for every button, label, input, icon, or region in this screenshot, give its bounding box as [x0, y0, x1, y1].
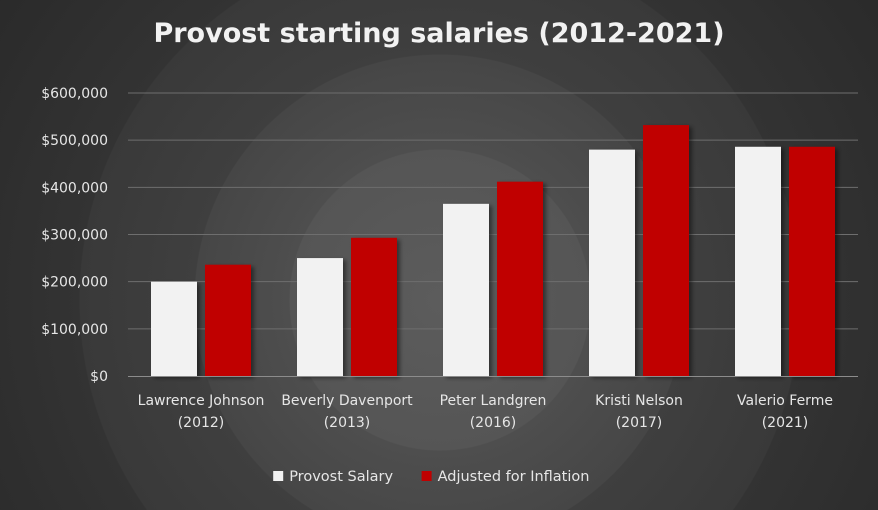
bar-provost-salary	[443, 203, 489, 376]
bar-adjusted-for-inflation	[351, 237, 397, 376]
legend-swatch	[421, 471, 432, 481]
bar-provost-salary	[589, 149, 635, 376]
bar-adjusted-for-inflation	[497, 181, 543, 376]
bar-provost-salary	[735, 146, 781, 376]
bars	[151, 125, 835, 376]
y-tick-label: $100,000	[41, 322, 108, 338]
category-label: Valerio Ferme (2021)	[737, 393, 833, 431]
y-tick-label: $200,000	[41, 275, 108, 291]
category-label: Beverly Davenport (2013)	[281, 393, 413, 431]
y-tick-label: $0	[90, 369, 108, 385]
legend-label: Adjusted for Inflation	[438, 469, 590, 485]
y-tick-label: $500,000	[41, 133, 108, 149]
y-tick-label: $300,000	[41, 228, 108, 244]
legend: Provost Salary Adjusted for Inflation	[273, 469, 589, 485]
bar-provost-salary	[297, 258, 343, 376]
legend-swatch	[273, 471, 284, 481]
y-axis-tick-labels: $0 $100,000 $200,000 $300,000 $400,000 $500,0…	[41, 86, 108, 385]
bar-adjusted-for-inflation	[789, 146, 835, 376]
category-label: Kristi Nelson (2017)	[595, 393, 683, 431]
bar-adjusted-for-inflation	[643, 125, 689, 376]
chart-title: Provost starting salaries (2012-2021)	[153, 18, 724, 49]
y-tick-label: $400,000	[41, 180, 108, 196]
bar-adjusted-for-inflation	[205, 264, 251, 376]
category-labels: Lawrence Johnson (2012) Beverly Davenport(…	[138, 393, 833, 431]
category-label: Peter Landgren (2016)	[440, 393, 547, 431]
y-tick-label: $600,000	[41, 86, 108, 102]
bar-provost-salary	[151, 281, 197, 376]
category-label: Lawrence Johnson (2012)	[138, 393, 265, 431]
legend-label: Provost Salary	[289, 469, 393, 485]
